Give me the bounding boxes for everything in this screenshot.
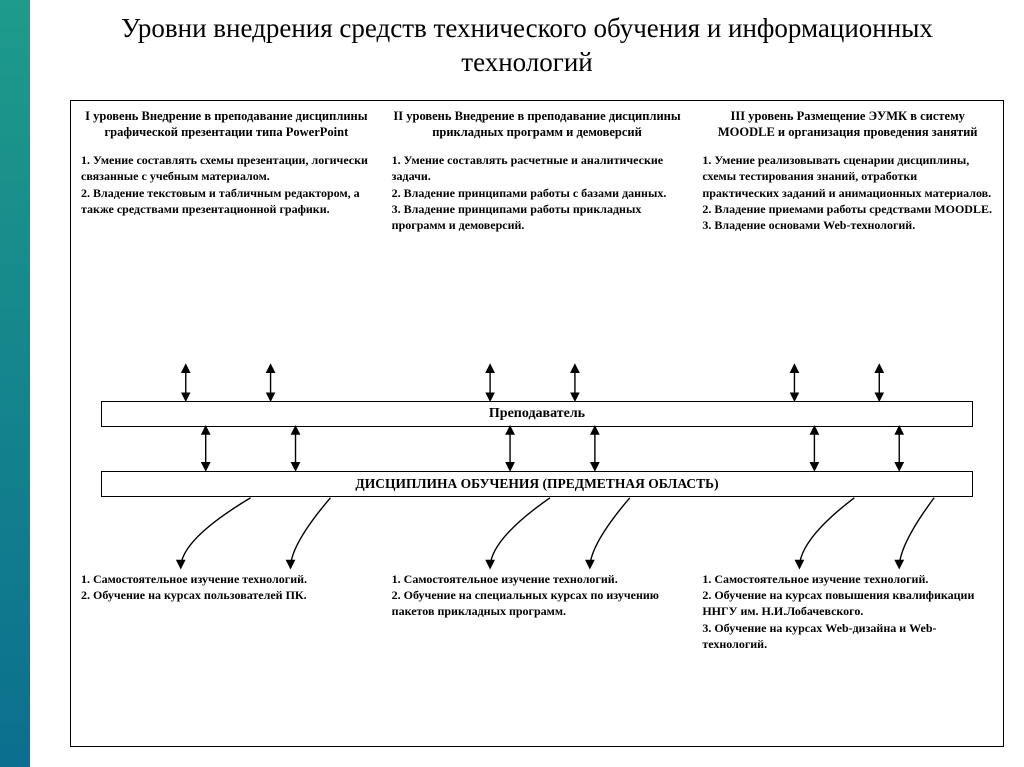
bottom-body-1: 1. Самостоятельное изучение технологий. … bbox=[81, 571, 372, 603]
diagram-frame: I уровень Внедрение в преподавание дисци… bbox=[70, 100, 1004, 747]
level-1-col: I уровень Внедрение в преподавание дисци… bbox=[71, 109, 382, 233]
bar-discipline: ДИСЦИПЛИНА ОБУЧЕНИЯ (ПРЕДМЕТНАЯ ОБЛАСТЬ) bbox=[101, 471, 973, 497]
slide: Уровни внедрения средств технического об… bbox=[30, 0, 1024, 767]
level-3-col: III уровень Размещение ЭУМК в систему MO… bbox=[692, 109, 1003, 233]
top-columns: I уровень Внедрение в преподавание дисци… bbox=[71, 109, 1003, 233]
slide-title: Уровни внедрения средств технического об… bbox=[30, 0, 1024, 86]
bottom-col-3: 1. Самостоятельное изучение технологий. … bbox=[692, 571, 1003, 652]
bar-teacher: Преподаватель bbox=[101, 401, 973, 427]
level-1-head: I уровень Внедрение в преподавание дисци… bbox=[81, 109, 372, 140]
level-2-body: 1. Умение составлять расчетные и аналити… bbox=[392, 152, 683, 233]
level-2-col: II уровень Внедрение в преподавание дисц… bbox=[382, 109, 693, 233]
level-3-head: III уровень Размещение ЭУМК в систему MO… bbox=[702, 109, 993, 140]
level-3-body: 1. Умение реализовывать сценарии дисципл… bbox=[702, 152, 993, 233]
level-1-body: 1. Умение составлять схемы презентации, … bbox=[81, 152, 372, 217]
bottom-body-3: 1. Самостоятельное изучение технологий. … bbox=[702, 571, 993, 652]
bottom-col-1: 1. Самостоятельное изучение технологий. … bbox=[71, 571, 382, 652]
bottom-col-2: 1. Самостоятельное изучение технологий. … bbox=[382, 571, 693, 652]
bottom-columns: 1. Самостоятельное изучение технологий. … bbox=[71, 571, 1003, 652]
bottom-body-2: 1. Самостоятельное изучение технологий. … bbox=[392, 571, 683, 620]
level-2-head: II уровень Внедрение в преподавание дисц… bbox=[392, 109, 683, 140]
accent-bar bbox=[0, 0, 30, 767]
